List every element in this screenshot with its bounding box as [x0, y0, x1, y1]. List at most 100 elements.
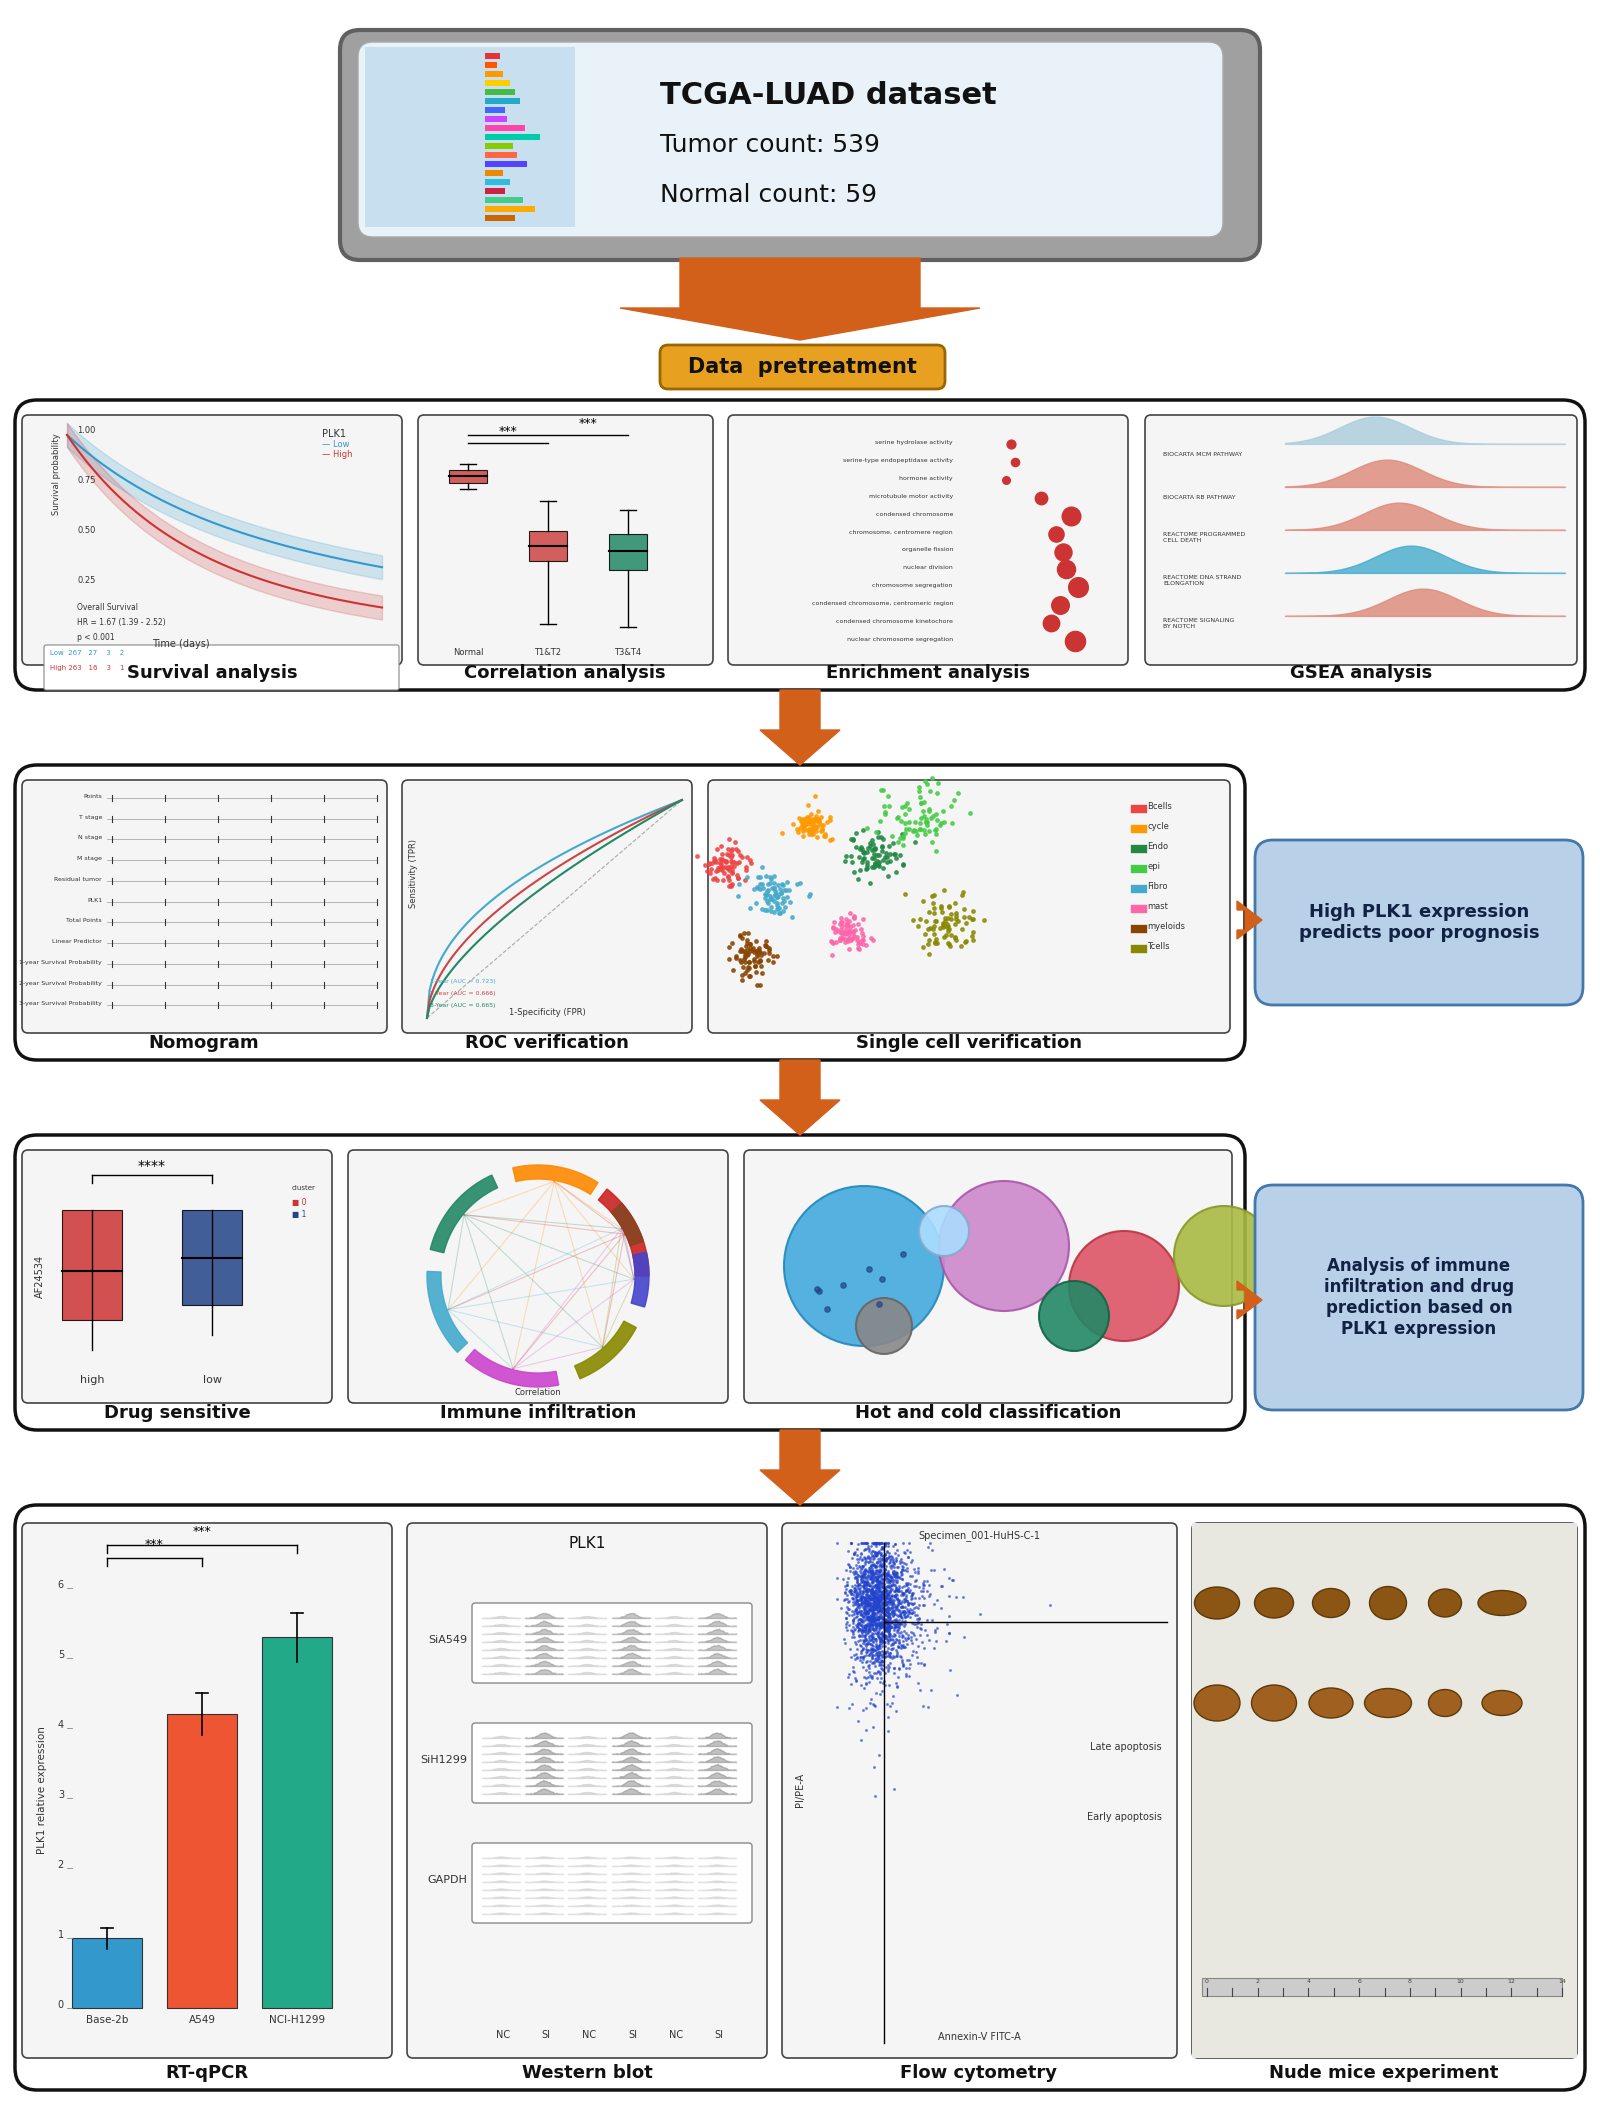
Point — [861, 1595, 886, 1629]
Point — [878, 1629, 904, 1663]
Point — [717, 837, 742, 871]
Point — [861, 1597, 886, 1631]
Point — [870, 1542, 896, 1576]
Point — [747, 943, 773, 977]
Text: REACTOME DNA STRAND
ELONGATION: REACTOME DNA STRAND ELONGATION — [1163, 576, 1242, 586]
Point — [834, 907, 859, 941]
Point — [866, 1574, 891, 1608]
Point — [755, 932, 781, 966]
Point — [835, 1548, 861, 1582]
Point — [872, 1553, 898, 1587]
Point — [733, 928, 758, 962]
Point — [714, 837, 739, 871]
Point — [856, 1572, 882, 1606]
Point — [874, 1542, 899, 1576]
Point — [864, 1593, 890, 1627]
Point — [840, 1582, 866, 1616]
Point — [848, 1635, 874, 1669]
Point — [734, 915, 760, 949]
Point — [854, 1597, 880, 1631]
Point — [848, 1582, 874, 1616]
Ellipse shape — [1482, 1691, 1522, 1716]
Point — [883, 1597, 909, 1631]
Point — [890, 1576, 915, 1610]
Point — [851, 1606, 877, 1640]
Text: chromosome, centromere region: chromosome, centromere region — [850, 529, 954, 535]
Point — [842, 1625, 867, 1659]
Point — [960, 915, 986, 949]
Point — [893, 1599, 918, 1633]
Point — [854, 1561, 880, 1595]
Point — [766, 896, 792, 930]
Point — [843, 1555, 869, 1589]
Point — [906, 909, 931, 943]
Point — [853, 1618, 878, 1652]
Point — [872, 1582, 898, 1616]
Point — [907, 1601, 933, 1635]
Point — [867, 845, 893, 879]
Polygon shape — [430, 1175, 498, 1253]
Point — [910, 1646, 936, 1680]
Point — [882, 1578, 907, 1612]
Point — [848, 1612, 874, 1646]
Point — [869, 1565, 894, 1599]
Point — [917, 775, 942, 809]
Point — [856, 1627, 882, 1661]
Point — [885, 1572, 910, 1606]
Point — [851, 1593, 877, 1627]
Ellipse shape — [1429, 1689, 1461, 1716]
Text: 0.75: 0.75 — [77, 476, 96, 484]
Point — [896, 1642, 922, 1676]
Point — [854, 830, 880, 864]
Point — [866, 1606, 891, 1640]
Point — [832, 1570, 858, 1604]
Point — [864, 1576, 890, 1610]
Point — [840, 1614, 866, 1648]
Point — [854, 811, 880, 845]
Point — [854, 1559, 880, 1593]
Point — [866, 1585, 891, 1618]
Point — [875, 1614, 901, 1648]
Point — [912, 1631, 938, 1665]
Point — [866, 1585, 891, 1618]
Point — [866, 1555, 891, 1589]
Point — [859, 1534, 885, 1568]
Text: Tcells: Tcells — [1147, 943, 1170, 952]
Point — [848, 1597, 874, 1631]
Point — [902, 1563, 928, 1597]
Point — [883, 1597, 909, 1631]
Point — [864, 1565, 890, 1599]
Point — [939, 807, 965, 841]
Point — [859, 1538, 885, 1572]
Point — [859, 1625, 885, 1659]
Point — [942, 886, 968, 920]
Point — [898, 1599, 923, 1633]
Point — [864, 1591, 890, 1625]
Point — [883, 1527, 909, 1561]
Point — [866, 1642, 891, 1676]
Point — [867, 1623, 893, 1657]
Point — [843, 1593, 869, 1627]
Point — [891, 1238, 917, 1272]
FancyBboxPatch shape — [1254, 839, 1582, 1005]
Point — [867, 1655, 893, 1689]
Point — [880, 1680, 906, 1714]
Point — [853, 1608, 878, 1642]
Point — [861, 1589, 886, 1623]
Point — [880, 1686, 906, 1720]
Point — [872, 1557, 898, 1591]
Text: 0: 0 — [58, 2001, 64, 2009]
Bar — [485, 215, 515, 221]
Point — [883, 1557, 909, 1591]
Ellipse shape — [1251, 1684, 1296, 1720]
Point — [861, 1540, 886, 1574]
Point — [854, 1580, 880, 1614]
Point — [850, 1599, 875, 1633]
Text: 10: 10 — [1456, 1980, 1464, 1984]
Bar — [485, 170, 502, 176]
Point — [877, 1606, 902, 1640]
Point — [862, 1580, 888, 1614]
Point — [928, 892, 954, 926]
Point — [859, 1642, 885, 1676]
Point — [853, 1574, 878, 1608]
